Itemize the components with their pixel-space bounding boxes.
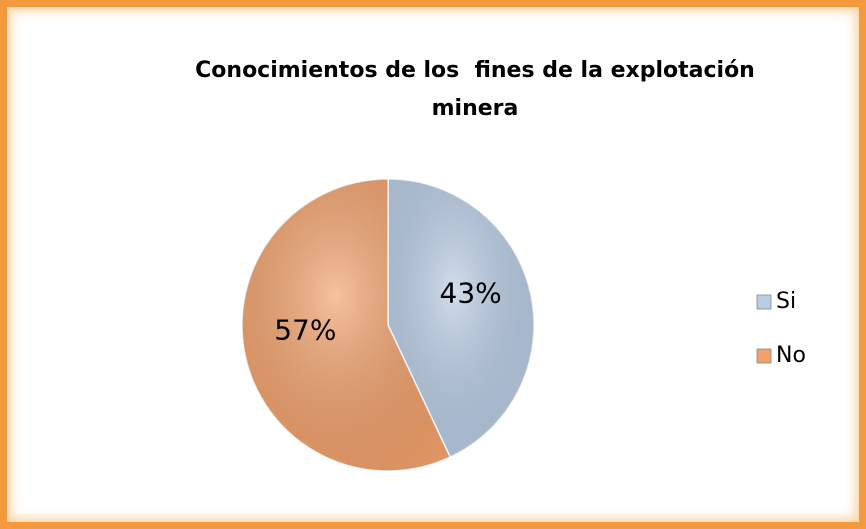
slice-shade xyxy=(241,179,451,471)
slice-shade xyxy=(388,179,534,458)
legend-swatch xyxy=(756,348,772,364)
legend-swatch xyxy=(756,294,772,310)
data-label: 57% xyxy=(274,313,336,346)
chart-title: Conocimientos de los fines de la explota… xyxy=(195,58,763,121)
data-label: 43% xyxy=(440,277,502,310)
legend-label: No xyxy=(776,343,806,368)
legend-label: Si xyxy=(776,289,796,314)
